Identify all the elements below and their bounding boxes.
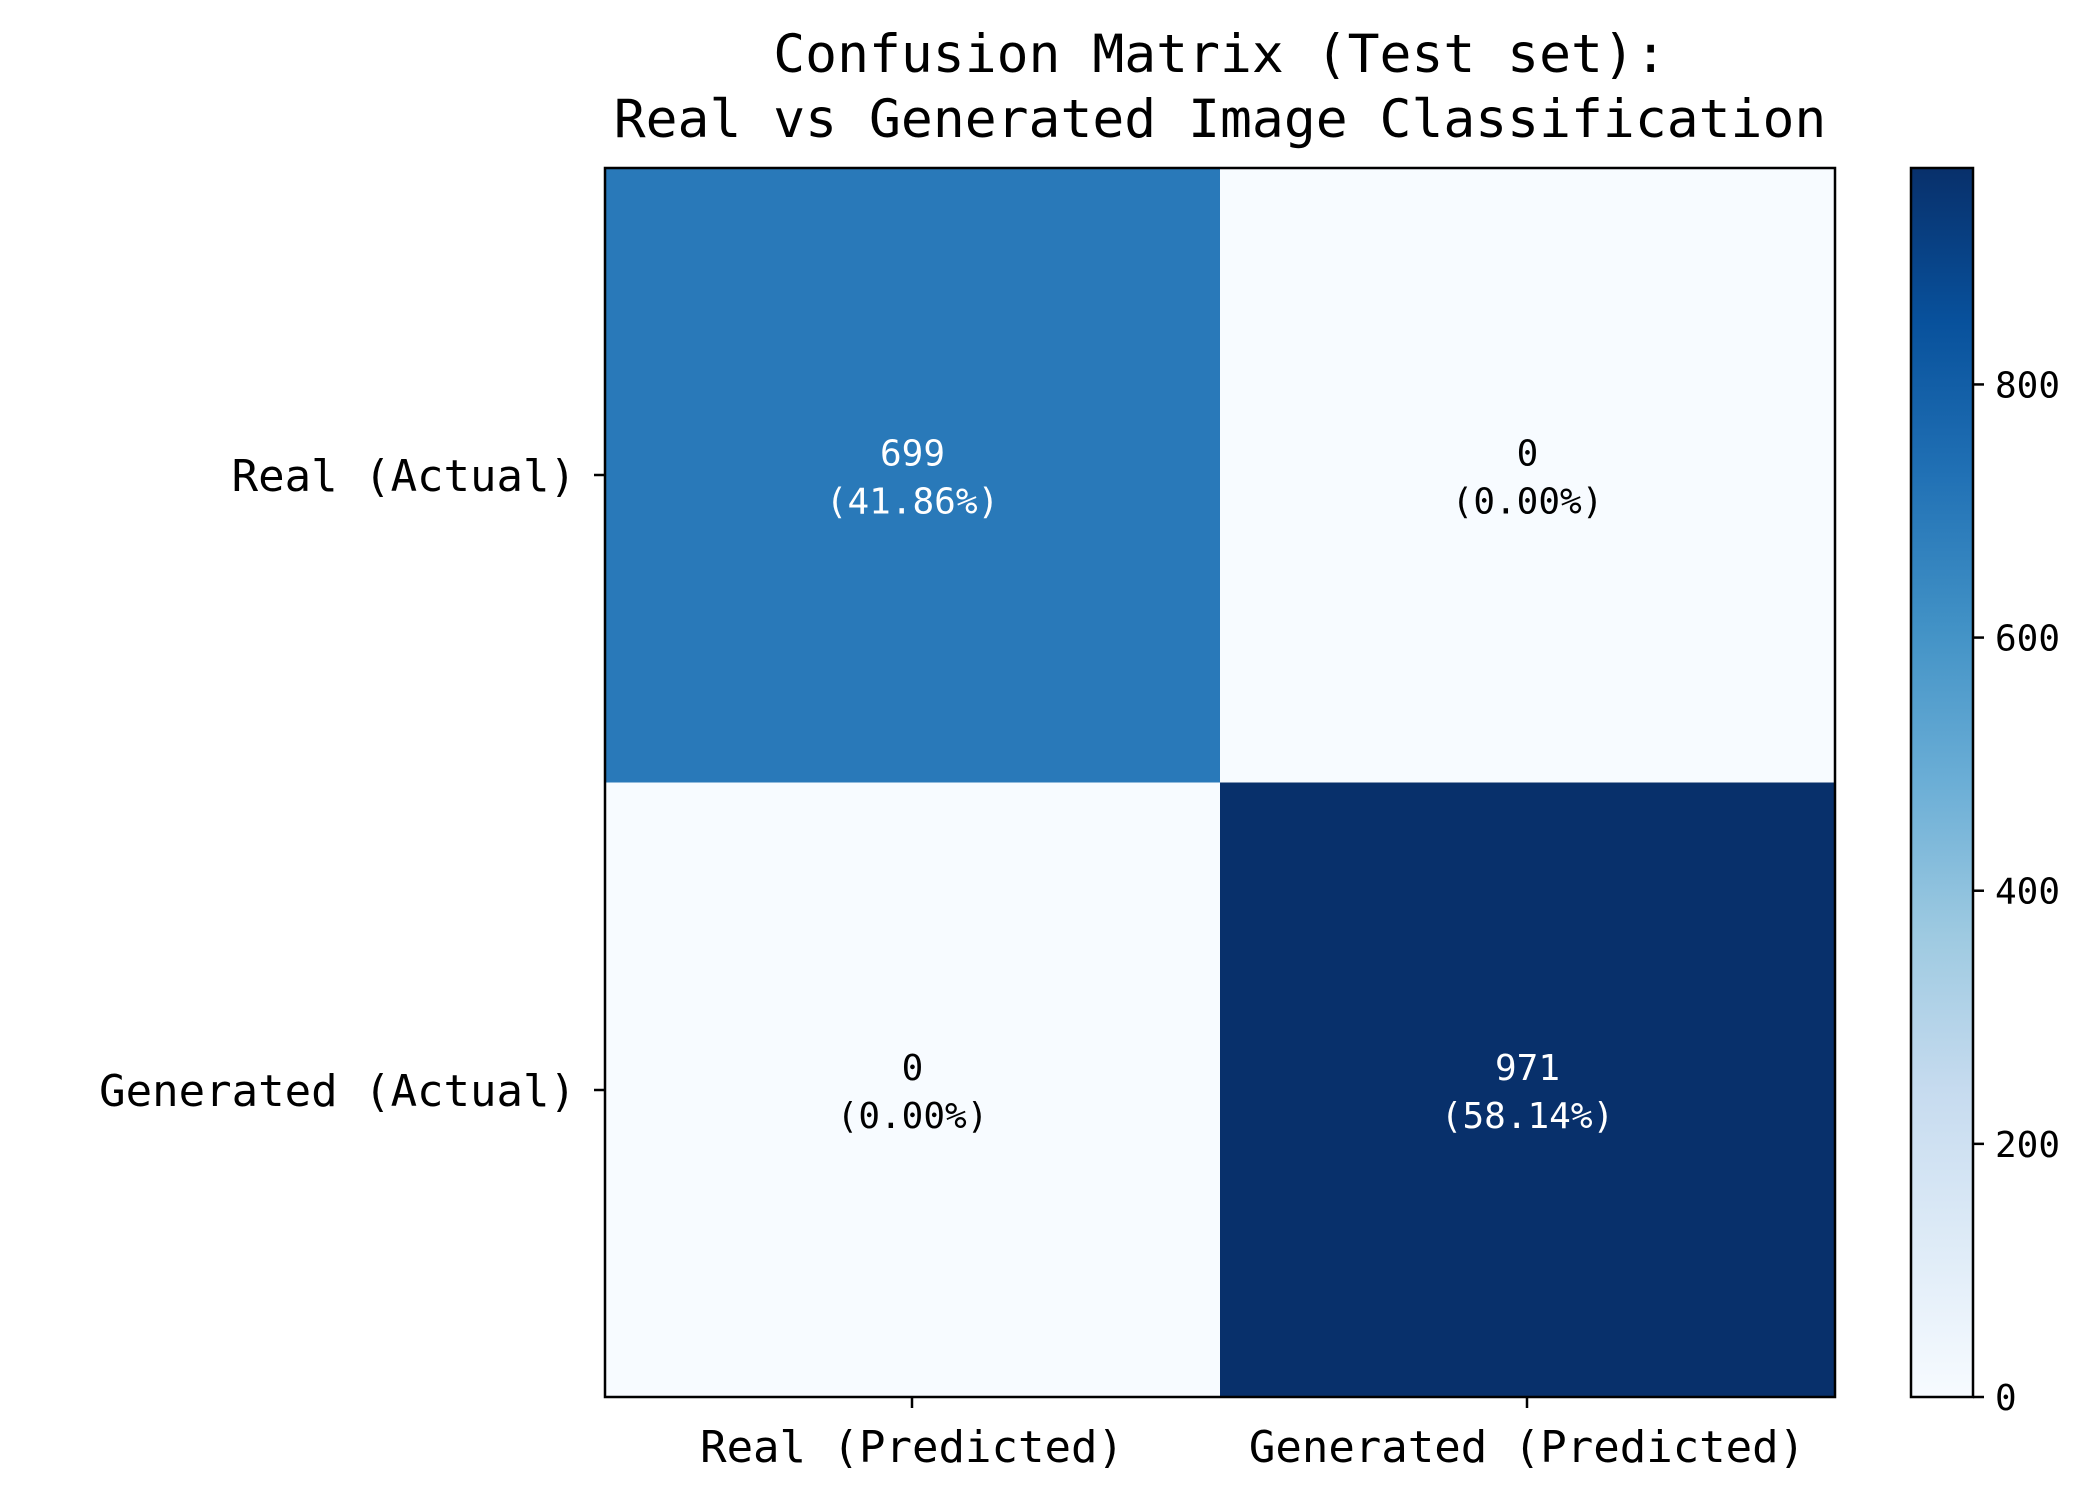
y-axis: Real (Actual) Generated (Actual) xyxy=(99,451,605,1117)
cell-generated-real xyxy=(605,782,1220,1397)
cell-value-real-generated: 0 xyxy=(1517,433,1539,474)
plot-frame xyxy=(603,166,1837,1399)
cell-percent-generated-real: (0.00%) xyxy=(837,1096,989,1137)
cell-percent-generated-generated: (58.14%) xyxy=(1441,1096,1614,1137)
cell-real-generated xyxy=(1220,168,1835,783)
x-axis: Real (Predicted) Generated (Predicted) xyxy=(700,1397,1805,1473)
heatmap-cells xyxy=(605,168,1835,1397)
cell-percent-real-real: (41.86%) xyxy=(826,481,999,522)
cell-annotations: 699 (41.86%) 0 (0.00%) 0 (0.00%) 971 (58… xyxy=(826,433,1614,1137)
colorbar-tick-label-800: 800 xyxy=(1995,365,2060,406)
colorbar-ticks: 0 200 400 600 800 xyxy=(1973,365,2060,1419)
cell-value-real-real: 699 xyxy=(880,433,945,474)
cell-value-generated-real: 0 xyxy=(902,1048,924,1089)
chart-title-line-2: Real vs Generated Image Classification xyxy=(614,89,1827,150)
colorbar-tick-label-400: 400 xyxy=(1995,872,2060,913)
colorbar-tick-label-0: 0 xyxy=(1995,1378,2017,1419)
colorbar: 0 200 400 600 800 xyxy=(1909,166,2060,1419)
x-tick-label-real: Real (Predicted) xyxy=(700,1422,1124,1473)
y-tick-label-real: Real (Actual) xyxy=(232,451,576,502)
x-tick-label-generated: Generated (Predicted) xyxy=(1249,1422,1805,1473)
cell-percent-real-generated: (0.00%) xyxy=(1452,481,1604,522)
colorbar-tick-label-200: 200 xyxy=(1995,1125,2060,1166)
cell-real-real xyxy=(605,168,1220,783)
colorbar-gradient xyxy=(1909,166,1975,1399)
y-tick-label-generated: Generated (Actual) xyxy=(99,1066,576,1117)
chart-title-line-1: Confusion Matrix (Test set): xyxy=(773,24,1666,85)
cell-generated-generated xyxy=(1220,782,1835,1397)
colorbar-tick-label-600: 600 xyxy=(1995,619,2060,660)
cell-value-generated-generated: 971 xyxy=(1495,1048,1560,1089)
